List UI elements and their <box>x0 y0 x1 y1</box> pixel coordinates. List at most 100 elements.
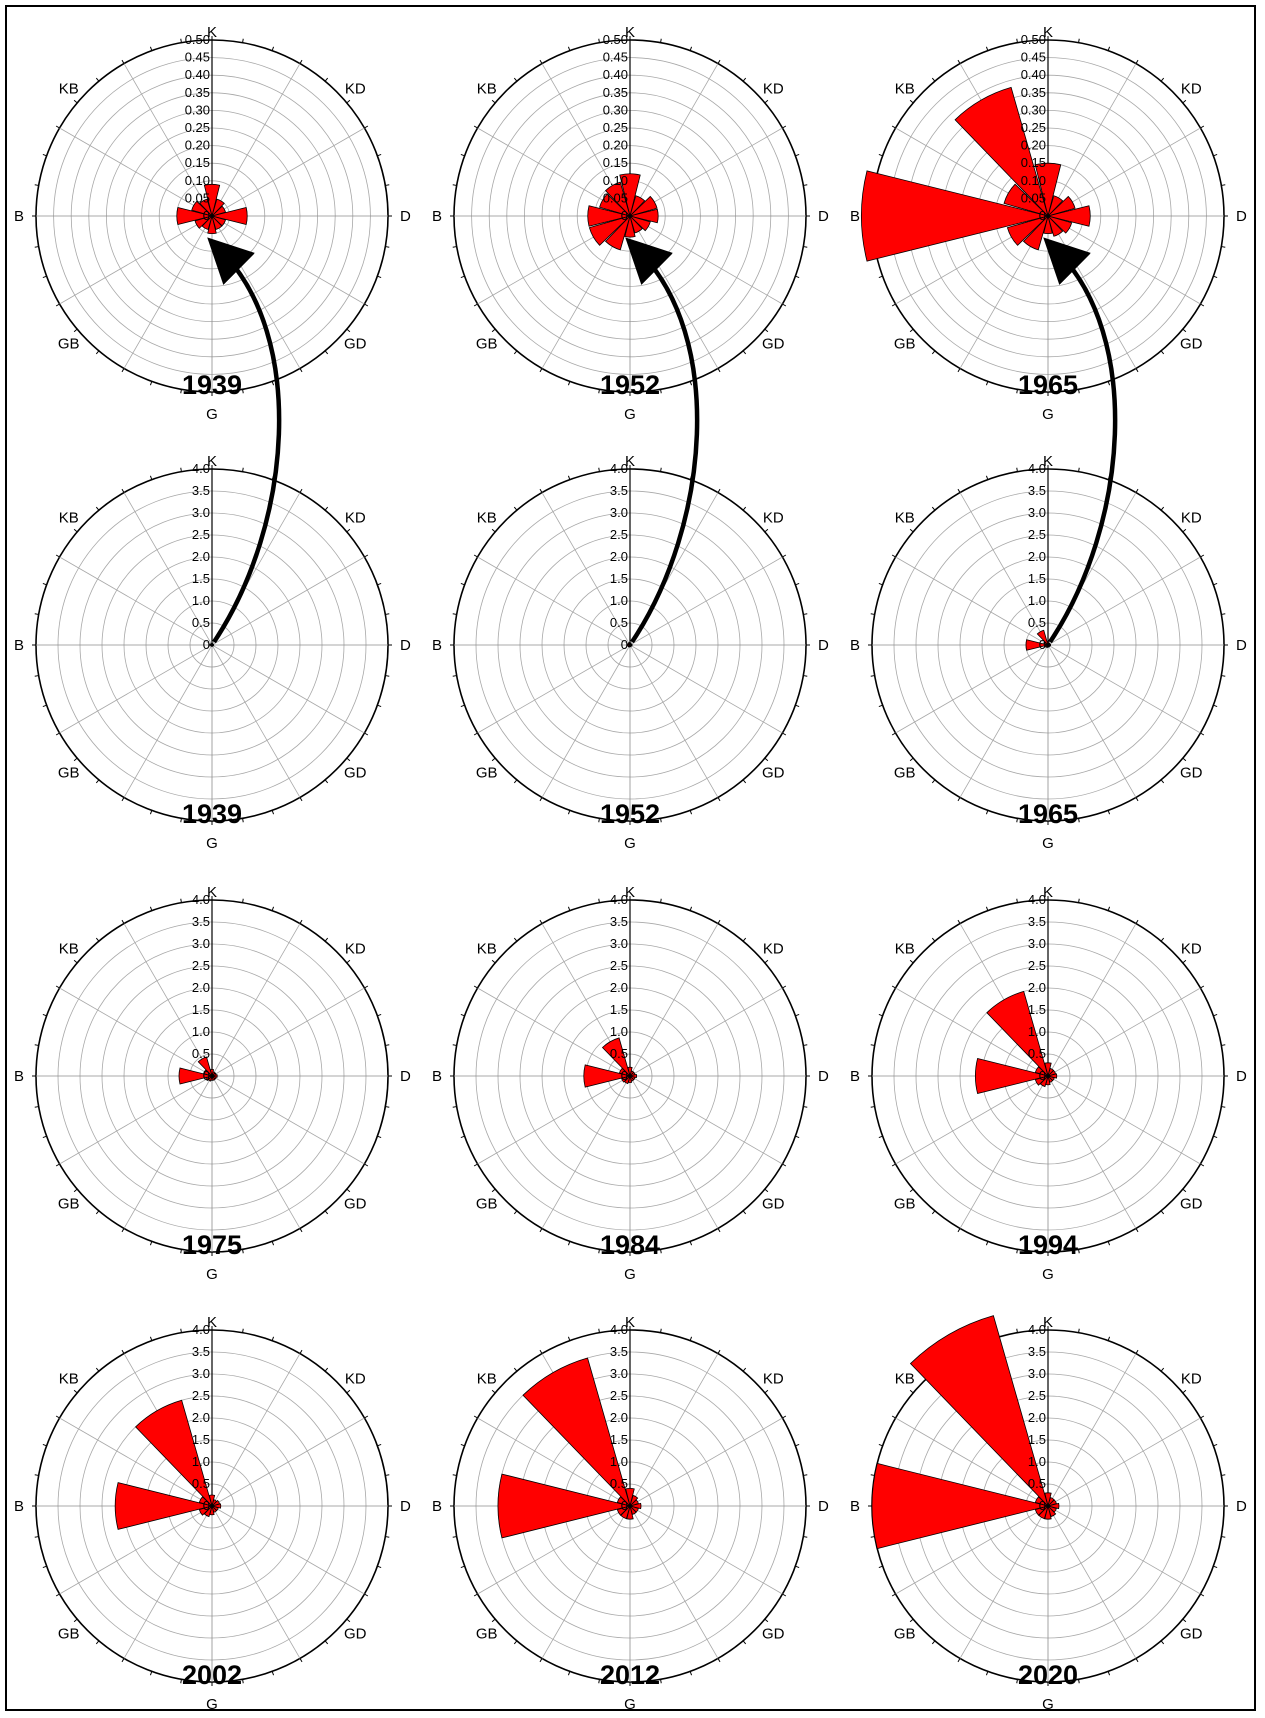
outer-tick <box>985 810 989 815</box>
outer-tick <box>539 919 543 924</box>
radial-tick-label: 3.5 <box>192 914 210 929</box>
outer-tick <box>764 757 769 762</box>
rose-chart-1952-large: 0 0.5 1.0 1.5 2.0 2.5 3.0 3.5 4.0K KD D GD G GB B KB 195… <box>432 453 829 852</box>
outer-tick <box>491 99 496 104</box>
outer-tick <box>803 675 808 677</box>
radial-tick-label: 0 <box>1039 1498 1046 1513</box>
outer-tick <box>73 757 78 762</box>
radial-tick-label: 1.5 <box>1028 1432 1046 1447</box>
direction-label-G: G <box>624 1266 636 1283</box>
rose-sector-30 <box>1047 195 1064 217</box>
grid-spoke <box>959 492 1049 646</box>
outer-tick <box>567 810 571 815</box>
outer-tick <box>1107 46 1111 51</box>
outer-tick <box>1182 757 1187 762</box>
grid-spoke <box>1047 1075 1201 1165</box>
direction-label-GB: GB <box>476 335 498 352</box>
outer-tick <box>795 1565 800 1569</box>
year-label: 1975 <box>182 1230 242 1260</box>
rose-sector-330 <box>199 198 213 217</box>
direction-label-B: B <box>850 208 860 225</box>
grid-spoke <box>629 1075 719 1229</box>
outer-tick <box>1221 1474 1226 1476</box>
direction-label-G: G <box>1042 1266 1054 1283</box>
direction-label-GD: GD <box>762 1625 785 1642</box>
outer-tick <box>1016 389 1018 394</box>
radial-tick-label: 0.25 <box>1021 120 1046 135</box>
year-label: 1939 <box>182 799 242 829</box>
direction-label-KD: KD <box>345 941 366 958</box>
radial-tick-label: 0 <box>203 1068 210 1083</box>
outer-tick <box>121 1228 125 1233</box>
direction-label-KD: KD <box>345 510 366 527</box>
outer-tick <box>689 381 693 386</box>
outer-tick <box>1016 467 1018 472</box>
outer-tick <box>567 906 571 911</box>
radial-tick-label: 4.0 <box>1028 1322 1046 1337</box>
outer-tick <box>324 1640 329 1645</box>
rose-sector-300 <box>599 193 631 217</box>
rose-chart-2012-large: 0 0.5 1.0 1.5 2.0 2.5 3.0 3.5 4.0K KD D GD G GB B KB 201… <box>432 1314 829 1713</box>
radial-tick-label: 1.0 <box>192 1024 210 1039</box>
outer-tick <box>460 1013 465 1017</box>
outer-tick <box>42 1565 47 1569</box>
outer-tick <box>1160 350 1165 355</box>
outer-tick <box>73 99 78 104</box>
direction-label-GD: GD <box>762 335 785 352</box>
outer-tick <box>1160 937 1165 942</box>
outer-tick <box>878 1013 883 1017</box>
grid-spoke <box>211 556 365 646</box>
outer-tick <box>364 732 369 736</box>
direction-label-B: B <box>432 1498 442 1515</box>
grid-spoke <box>895 1417 1049 1507</box>
outer-tick <box>121 1349 125 1354</box>
grid-spoke <box>629 644 719 798</box>
outer-tick <box>1135 59 1139 64</box>
outer-tick <box>878 582 883 586</box>
rose-sector-120 <box>629 215 651 232</box>
grid-spoke <box>211 1505 301 1659</box>
rose-sector-90 <box>211 1503 222 1509</box>
outer-tick <box>1182 959 1187 964</box>
grid-spoke <box>211 644 301 798</box>
outer-tick <box>324 1210 329 1215</box>
outer-tick <box>717 919 721 924</box>
grid-spoke <box>629 1353 719 1507</box>
radial-tick-label: 0.5 <box>1028 615 1046 630</box>
direction-label-GB: GB <box>476 1195 498 1212</box>
rose-sector-0 <box>203 183 221 217</box>
rose-sector-120 <box>1047 215 1073 234</box>
direction-label-GD: GD <box>1180 1625 1203 1642</box>
radial-tick-label: 2.5 <box>610 1388 628 1403</box>
outer-tick <box>717 488 721 493</box>
outer-tick <box>660 1249 662 1254</box>
outer-tick <box>957 368 961 373</box>
outer-tick <box>1016 38 1018 43</box>
direction-label-GB: GB <box>476 1625 498 1642</box>
outer-tick <box>539 1658 543 1663</box>
grid-spoke <box>959 644 1049 798</box>
outer-tick <box>782 554 787 558</box>
outer-tick <box>460 153 465 157</box>
rose-sector-240 <box>194 215 213 229</box>
radial-tick-label: 1.0 <box>1028 593 1046 608</box>
radial-tick-label: 0.45 <box>185 50 210 65</box>
outer-tick <box>34 613 39 615</box>
outer-tick <box>985 1241 989 1246</box>
grid-spoke <box>959 1505 1049 1659</box>
rose-sector-300 <box>198 1496 213 1507</box>
radial-tick-label: 1.5 <box>610 1432 628 1447</box>
outer-tick <box>121 797 125 802</box>
outer-tick <box>346 1188 351 1193</box>
outer-tick <box>242 1679 244 1684</box>
outer-tick <box>909 959 914 964</box>
radial-tick-label: 1.5 <box>610 571 628 586</box>
outer-tick <box>1221 246 1226 248</box>
radial-tick-label: 3.0 <box>610 505 628 520</box>
outer-tick <box>1107 381 1111 386</box>
outer-tick <box>870 1106 875 1108</box>
outer-tick <box>491 328 496 333</box>
outer-tick <box>491 528 496 533</box>
outer-tick <box>452 1106 457 1108</box>
rose-sector-60 <box>211 205 227 217</box>
